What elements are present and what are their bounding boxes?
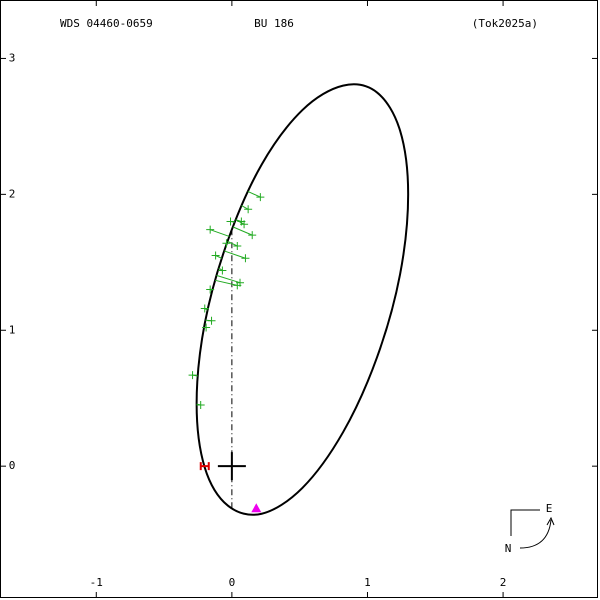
observation: [244, 205, 253, 214]
observation: [222, 239, 231, 248]
title-center: BU 186: [254, 17, 294, 30]
compass: [510, 509, 555, 549]
x-tick-label: 1: [364, 576, 371, 589]
observation: [226, 217, 235, 226]
observation: [218, 266, 227, 275]
observation: [256, 193, 265, 202]
residual: [216, 274, 241, 284]
orbit: [195, 83, 410, 516]
residual: [210, 229, 230, 237]
residual: [224, 250, 246, 259]
primary: [217, 452, 246, 481]
observation: [196, 401, 205, 410]
x-tick-label: 2: [500, 576, 507, 589]
compass-east: E: [546, 502, 553, 515]
observation: [248, 231, 257, 240]
observation: [207, 316, 216, 325]
residual: [241, 205, 249, 210]
observation: [211, 251, 220, 260]
residual: [227, 240, 238, 247]
compass-north: N: [505, 542, 512, 555]
y-tick-label: 3: [9, 51, 16, 64]
observation: [206, 285, 215, 294]
observation: [241, 254, 250, 263]
observation: [233, 281, 242, 290]
observation: [233, 241, 242, 250]
observation: [202, 323, 211, 332]
title-left: WDS 04460-0659: [60, 17, 153, 30]
residual: [247, 191, 261, 198]
residual: [232, 226, 253, 236]
observation: [188, 371, 197, 380]
residual: [235, 219, 245, 225]
y-tick-label: 2: [9, 187, 16, 200]
x-tick-label: 0: [229, 576, 236, 589]
observation: [240, 220, 249, 229]
y-tick-label: 1: [9, 323, 16, 336]
observation: [206, 225, 215, 234]
periastron: [251, 503, 262, 513]
node-marker: [199, 462, 210, 471]
title-right: (Tok2025a): [472, 17, 538, 30]
x-tick-label: -1: [90, 576, 103, 589]
residual: [214, 279, 238, 286]
y-tick-label: 0: [9, 459, 16, 472]
observation: [200, 304, 209, 313]
